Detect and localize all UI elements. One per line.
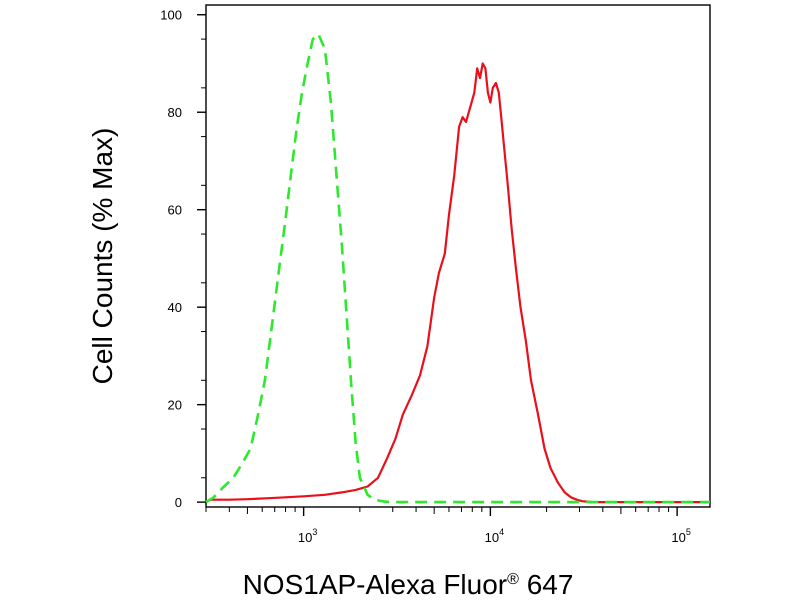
x-axis-title-main: NOS1AP-Alexa Fluor <box>243 569 508 600</box>
y-tick-label: 40 <box>168 300 182 315</box>
series-layer <box>205 32 710 504</box>
control-histogram-line <box>205 32 710 504</box>
y-tick-label: 80 <box>168 105 182 120</box>
x-tick-exponent: 4 <box>499 527 504 537</box>
x-tick-exponent: 3 <box>312 527 317 537</box>
x-axis: 103 104 105 <box>205 507 691 545</box>
plot-frame <box>205 4 711 508</box>
x-tick-base: 10 <box>671 530 685 545</box>
y-axis: 0 20 40 60 80 100 <box>160 8 206 510</box>
x-tick-label: 105 <box>671 527 690 545</box>
y-axis-title: Cell Counts (% Max) <box>87 128 118 385</box>
y-tick-label: 100 <box>160 8 182 23</box>
x-tick-base: 10 <box>485 530 499 545</box>
y-tick-label: 60 <box>168 203 182 218</box>
x-axis-title: NOS1AP-Alexa Fluor® 647 <box>243 569 574 600</box>
x-tick-exponent: 5 <box>686 527 691 537</box>
x-axis-title-registered: ® <box>507 571 519 588</box>
y-tick-label: 20 <box>168 398 182 413</box>
y-tick-label: 0 <box>175 495 182 510</box>
sample-histogram-line <box>208 62 710 504</box>
x-axis-title-suffix: 647 <box>519 569 574 600</box>
x-tick-base: 10 <box>298 530 312 545</box>
x-tick-label: 104 <box>485 527 504 545</box>
x-tick-label: 103 <box>298 527 317 545</box>
